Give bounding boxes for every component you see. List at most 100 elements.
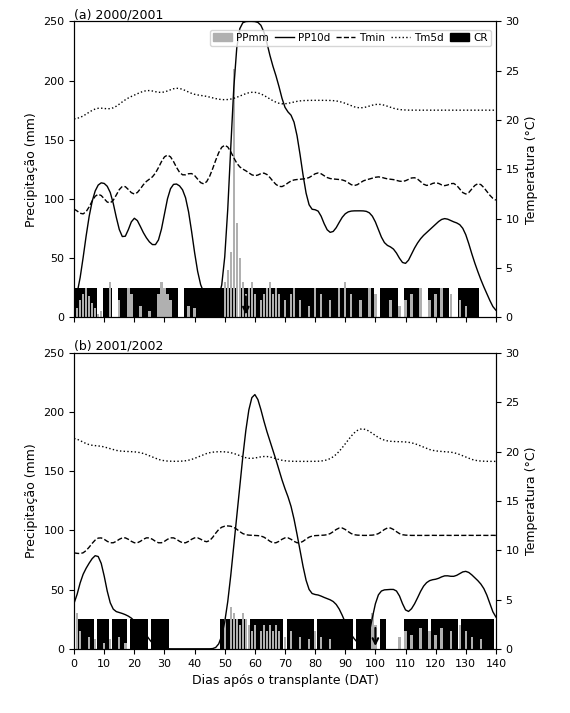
Bar <box>292 288 295 317</box>
Bar <box>94 308 96 317</box>
Bar <box>151 288 154 317</box>
Bar <box>413 288 416 317</box>
Bar <box>220 288 223 317</box>
Bar <box>280 619 283 649</box>
Bar <box>488 619 491 649</box>
Bar <box>271 288 274 317</box>
Bar <box>428 288 431 317</box>
Bar <box>314 288 316 317</box>
Bar <box>431 619 434 649</box>
Bar <box>245 619 247 649</box>
Bar <box>85 288 88 317</box>
Bar <box>368 619 371 649</box>
Bar <box>308 640 310 649</box>
Bar <box>259 288 262 317</box>
Bar <box>106 288 109 317</box>
Bar <box>470 288 473 317</box>
Bar <box>127 288 129 317</box>
Bar <box>308 305 310 317</box>
Bar <box>166 288 169 317</box>
Bar <box>260 299 262 317</box>
Bar <box>332 288 335 317</box>
Bar <box>278 288 280 317</box>
Bar <box>88 637 91 649</box>
Bar <box>413 619 416 649</box>
Bar <box>437 619 440 649</box>
Bar <box>254 294 256 317</box>
Bar <box>320 637 323 649</box>
Bar <box>226 270 229 317</box>
Bar <box>471 637 473 649</box>
Bar <box>278 294 280 317</box>
Bar <box>193 288 196 317</box>
Bar <box>392 288 395 317</box>
Bar <box>256 288 259 317</box>
Bar <box>136 288 139 317</box>
Bar <box>290 619 292 649</box>
Bar <box>266 631 268 649</box>
Bar <box>226 619 229 649</box>
Bar <box>130 288 133 317</box>
Bar <box>311 619 314 649</box>
Bar <box>73 625 75 649</box>
Bar <box>302 619 304 649</box>
Bar <box>82 288 85 317</box>
Bar <box>88 619 91 649</box>
Bar <box>473 619 477 649</box>
Bar <box>368 288 371 317</box>
Bar <box>323 288 325 317</box>
Bar <box>172 288 175 317</box>
Bar <box>374 625 377 649</box>
Bar <box>256 619 259 649</box>
Bar <box>188 305 190 317</box>
Bar <box>477 288 479 317</box>
Bar <box>461 288 464 317</box>
Bar <box>302 288 304 317</box>
Bar <box>76 288 79 317</box>
Bar <box>76 613 78 649</box>
Bar <box>329 299 331 317</box>
Bar <box>422 619 425 649</box>
Bar <box>278 631 280 649</box>
Bar <box>380 288 383 317</box>
Bar <box>325 288 329 317</box>
Bar <box>362 619 365 649</box>
Bar <box>311 288 314 317</box>
Bar <box>437 288 440 317</box>
Bar <box>85 288 87 317</box>
Bar <box>404 631 407 649</box>
Bar <box>208 288 211 317</box>
Bar <box>431 288 434 317</box>
Bar <box>344 619 347 649</box>
Bar <box>323 619 325 649</box>
Bar <box>88 296 91 317</box>
Bar <box>440 288 443 317</box>
Bar <box>223 288 226 317</box>
Bar <box>211 288 214 317</box>
Bar <box>477 619 479 649</box>
Bar <box>106 619 109 649</box>
Bar <box>154 619 157 649</box>
Bar <box>229 619 233 649</box>
Bar <box>103 643 105 649</box>
Bar <box>337 288 341 317</box>
Bar <box>163 288 166 317</box>
Bar <box>130 294 133 317</box>
Bar <box>145 619 148 649</box>
Bar <box>434 294 437 317</box>
Bar <box>142 288 145 317</box>
Y-axis label: Precipitação (mm): Precipitação (mm) <box>25 443 38 558</box>
Bar <box>151 619 154 649</box>
Bar <box>139 288 142 317</box>
Bar <box>371 288 374 317</box>
Bar <box>404 619 407 649</box>
Bar <box>295 288 299 317</box>
Bar <box>93 288 97 317</box>
Bar <box>450 631 452 649</box>
Bar <box>136 619 139 649</box>
Bar <box>275 288 278 317</box>
Bar <box>199 288 202 317</box>
Bar <box>193 308 196 317</box>
Bar <box>133 619 136 649</box>
Bar <box>118 637 120 649</box>
